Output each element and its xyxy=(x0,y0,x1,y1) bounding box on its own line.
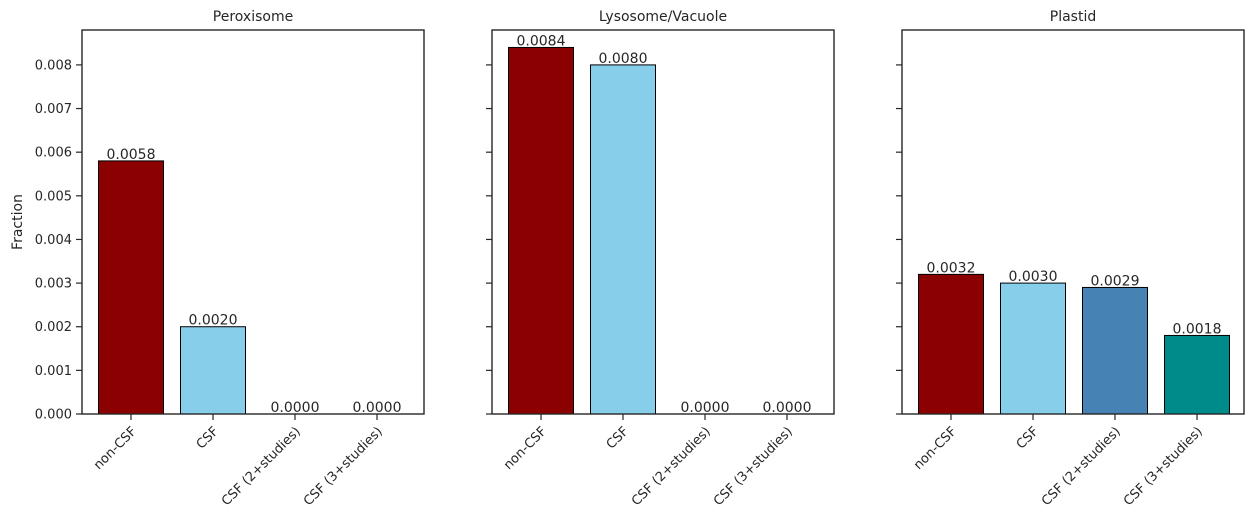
axes-frame xyxy=(491,29,835,415)
bar-value-label: 0.0030 xyxy=(1009,269,1058,285)
bar-value-label: 0.0080 xyxy=(599,51,648,67)
x-tick-label: CSF (3+studies) xyxy=(1121,424,1206,509)
axes-frame xyxy=(901,29,1245,415)
bar-value-label: 0.0018 xyxy=(1173,321,1222,337)
bar-value-label: 0.0058 xyxy=(107,147,156,163)
panel-title: Peroxisome xyxy=(213,9,293,25)
x-tick-label: non-CSF xyxy=(91,424,140,473)
x-tick-label: non-CSF xyxy=(501,424,550,473)
bar-non-csf xyxy=(508,46,574,415)
bar-non-csf xyxy=(918,273,984,415)
y-tick-label: 0.008 xyxy=(35,58,72,73)
x-tick-label: non-CSF xyxy=(911,424,960,473)
bar-csf xyxy=(180,326,246,415)
bar-value-label: 0.0000 xyxy=(763,400,812,416)
y-tick-label: 0.005 xyxy=(35,189,72,204)
panel-title: Lysosome/Vacuole xyxy=(599,9,727,25)
y-tick-label: 0.004 xyxy=(35,233,72,248)
y-tick-label: 0.007 xyxy=(35,102,72,117)
y-tick-label: 0.006 xyxy=(35,146,72,161)
bar-csf xyxy=(1000,282,1066,415)
panels: Peroxisome 0.0058 non-CSF 0.0020 CSF 0.0000 CS… xyxy=(10,9,1245,509)
y-tick-label: 0.002 xyxy=(35,320,72,335)
bar-value-label: 0.0000 xyxy=(681,400,730,416)
bar-value-label: 0.0084 xyxy=(517,33,566,49)
panel-peroxisome: Peroxisome 0.0058 non-CSF 0.0020 CSF 0.0000 CS… xyxy=(10,9,425,509)
bar-non-csf xyxy=(98,160,164,415)
bar-value-label: 0.0020 xyxy=(189,313,238,329)
x-tick-label: CSF xyxy=(604,424,632,452)
y-tick-label: 0.003 xyxy=(35,277,72,292)
panel-plastid: Plastid 0.0032 non-CSF 0.0030 CSF 0.0029 CSF (… xyxy=(896,9,1245,509)
y-tick-label: 0.001 xyxy=(35,364,72,379)
x-tick-label: CSF (2+studies) xyxy=(219,424,304,509)
x-tick-label: CSF (3+studies) xyxy=(711,424,796,509)
x-tick-label: CSF (2+studies) xyxy=(629,424,714,509)
bar-value-label: 0.0000 xyxy=(353,400,402,416)
bar-value-label: 0.0029 xyxy=(1091,273,1140,289)
panel-lysosome-vacuole: Lysosome/Vacuole 0.0084 non-CSF 0.0080 CSF 0.… xyxy=(486,9,835,509)
bar-csf-2-studies xyxy=(1082,286,1148,415)
y-tick-label: 0.000 xyxy=(35,408,72,423)
axes-frame xyxy=(81,29,425,415)
bar-csf-3-studies xyxy=(1164,334,1230,415)
bar-value-label: 0.0032 xyxy=(927,260,976,276)
y-axis-label: Fraction xyxy=(10,194,26,250)
bar-value-label: 0.0000 xyxy=(271,400,320,416)
x-tick-label: CSF xyxy=(1014,424,1042,452)
x-tick-label: CSF (2+studies) xyxy=(1039,424,1124,509)
bar-csf xyxy=(590,64,656,415)
x-tick-label: CSF xyxy=(194,424,222,452)
panel-title: Plastid xyxy=(1050,9,1096,25)
x-tick-label: CSF (3+studies) xyxy=(301,424,386,509)
